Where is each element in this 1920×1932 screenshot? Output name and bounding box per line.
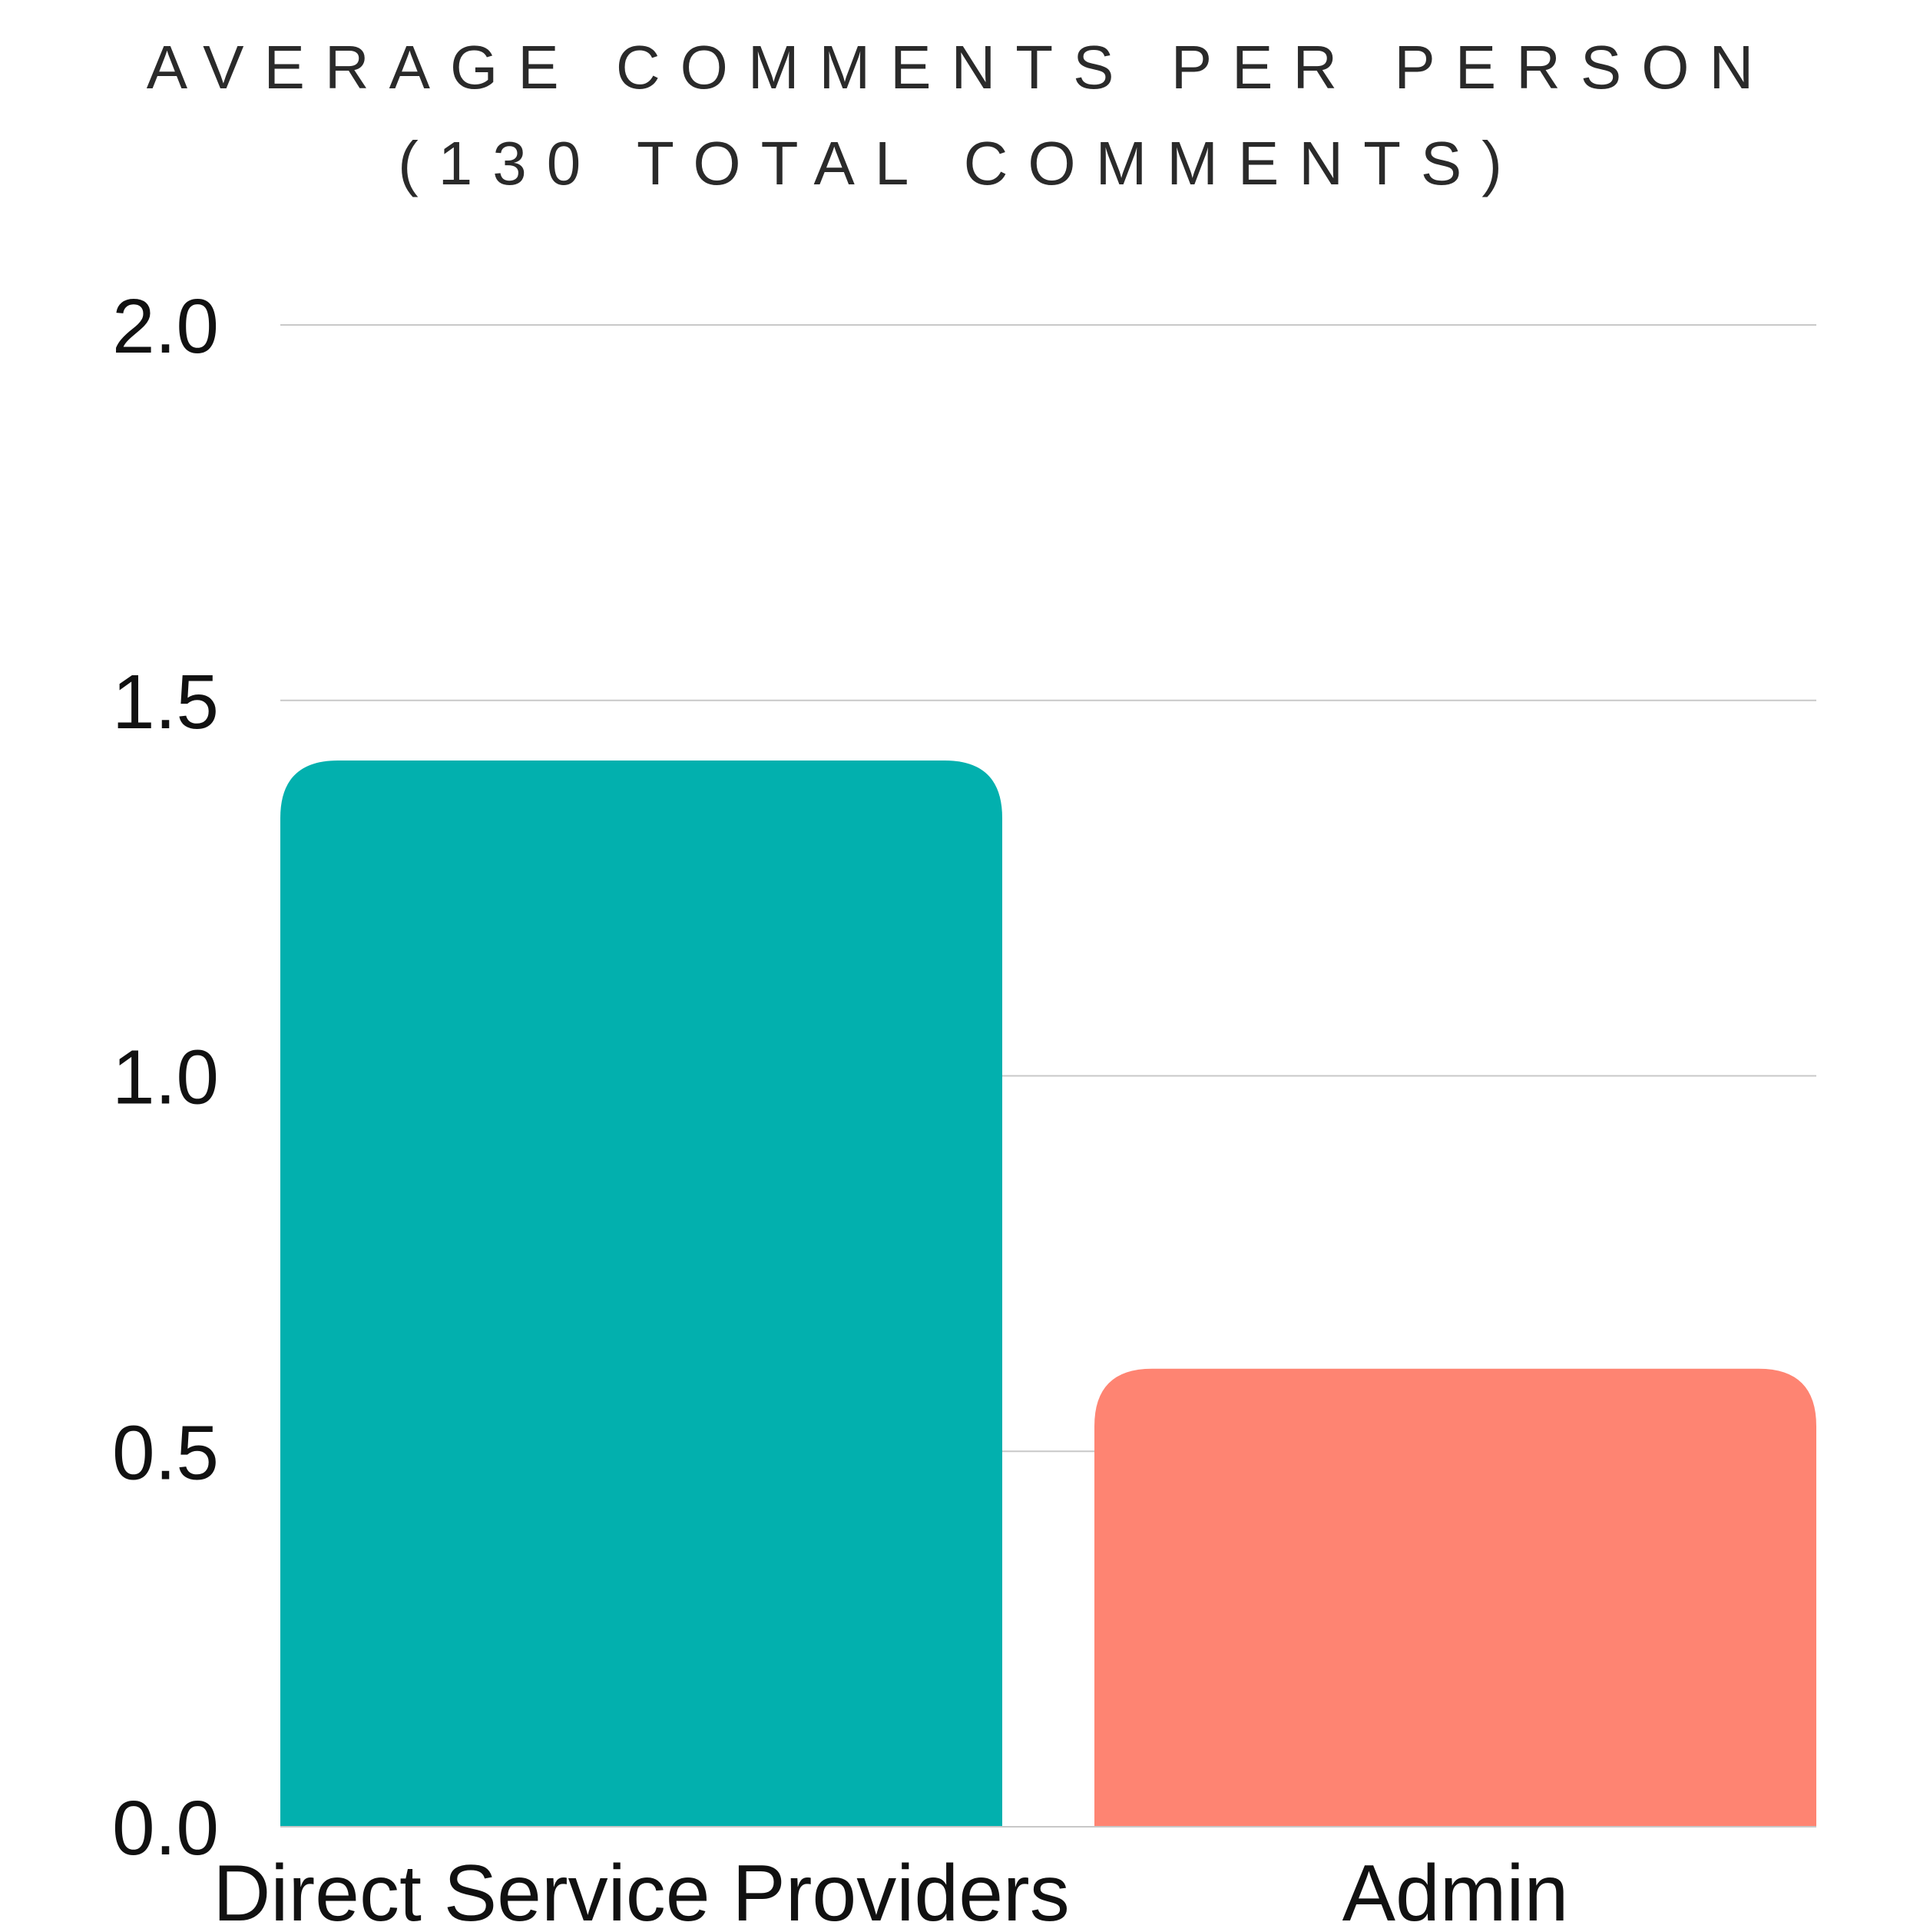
chart-title: AVERAGE COMMENTS PER PERSON (147, 33, 1774, 101)
y-tick-label: 2.0 (112, 283, 219, 369)
y-tick-label: 1.5 (112, 659, 219, 745)
y-tick-label: 0.0 (112, 1785, 219, 1871)
chart-subtitle: (130 TOTAL COMMENTS) (398, 129, 1522, 197)
bars (280, 760, 1816, 1828)
x-category-label: Direct Service Providers (213, 1849, 1069, 1932)
x-axis-labels: Direct Service Providers Admin (213, 1849, 1568, 1932)
y-tick-label: 0.5 (112, 1410, 219, 1496)
y-tick-label: 1.0 (112, 1035, 219, 1121)
x-category-label: Admin (1342, 1849, 1569, 1932)
bar-2 (1094, 1368, 1816, 1827)
y-axis-ticks: 0.0 0.5 1.0 1.5 2.0 (112, 283, 219, 1871)
bar-1 (280, 760, 1002, 1828)
